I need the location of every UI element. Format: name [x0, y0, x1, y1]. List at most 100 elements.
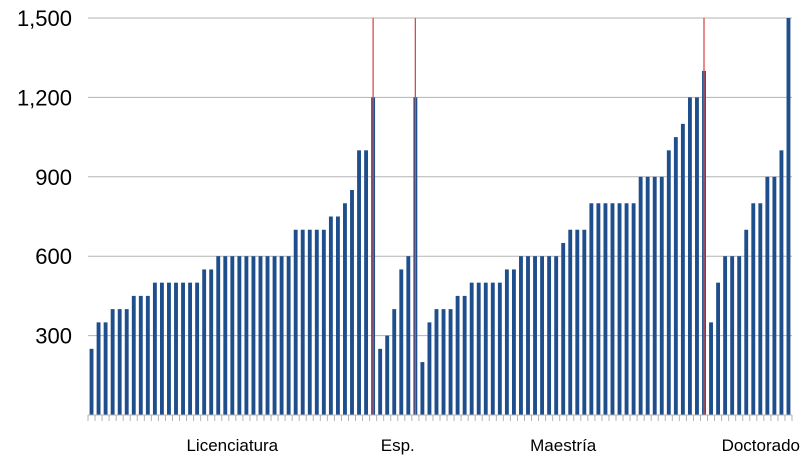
bar [195, 282, 200, 415]
y-tick-label: 300 [35, 324, 72, 349]
bar [152, 282, 157, 415]
bar [328, 216, 333, 415]
bar [504, 269, 509, 415]
bar [631, 203, 636, 415]
bar [307, 229, 312, 415]
bar [145, 295, 150, 415]
bar [610, 203, 615, 415]
group-label: Maestría [530, 436, 597, 455]
bar [321, 229, 326, 415]
bar [687, 97, 692, 416]
bar [476, 282, 481, 415]
bar [448, 309, 453, 415]
bar [455, 295, 460, 415]
bar [779, 150, 784, 416]
bar [723, 256, 728, 415]
bar [364, 150, 369, 416]
bar [272, 256, 277, 415]
bar [652, 176, 657, 415]
bar [124, 309, 129, 415]
bar [138, 295, 143, 415]
bar [765, 176, 770, 415]
bar [680, 123, 685, 415]
bar [357, 150, 361, 416]
bar [490, 282, 495, 415]
bar [730, 256, 735, 415]
bar [497, 282, 502, 415]
bar [645, 176, 650, 415]
bar [202, 269, 207, 415]
bar [181, 282, 185, 415]
bar [89, 348, 94, 415]
y-tick-label: 1,500 [17, 6, 72, 31]
bar [568, 229, 573, 415]
bar [673, 137, 678, 415]
bar [406, 256, 411, 415]
bar [434, 309, 439, 415]
bar [659, 176, 664, 415]
bar [385, 335, 390, 415]
bar [695, 97, 699, 416]
bar [744, 229, 749, 415]
bar [589, 203, 594, 415]
bar [638, 176, 643, 415]
bar [300, 229, 305, 415]
bar [462, 295, 467, 415]
bar [420, 362, 425, 415]
y-tick-label: 1,200 [17, 85, 72, 110]
labels: 300 600 900 1,200 1,500 Licenciatura Esp. Maest… [17, 6, 800, 455]
grid-lines [88, 17, 792, 337]
bar [314, 229, 319, 415]
bar [737, 256, 742, 415]
bar [188, 282, 193, 415]
bar [554, 256, 559, 415]
bar [758, 203, 763, 415]
bar [716, 282, 721, 415]
group-label: Doctorado [722, 436, 800, 455]
group-label: Licenciatura [186, 436, 278, 455]
bar [279, 256, 284, 415]
bar [533, 256, 537, 415]
bar [540, 256, 545, 415]
bar [237, 256, 242, 415]
bar [547, 256, 552, 415]
bar [378, 348, 383, 415]
bar [96, 322, 101, 415]
y-tick-label: 900 [35, 165, 72, 190]
bar [666, 150, 671, 416]
bar [117, 309, 122, 415]
bar [483, 282, 488, 415]
bar [335, 216, 340, 415]
bar [251, 256, 256, 415]
bar [751, 203, 756, 415]
bar [786, 18, 791, 415]
y-tick-label: 600 [35, 244, 72, 269]
bar [519, 256, 523, 415]
bar [209, 269, 214, 415]
bar [624, 203, 629, 415]
bar [772, 176, 777, 415]
bar [575, 229, 580, 415]
x-axis [87, 414, 793, 421]
bar [399, 269, 404, 415]
bar [258, 256, 263, 415]
bar [596, 203, 601, 415]
bar [223, 256, 228, 415]
bar [709, 322, 713, 415]
bar [159, 282, 164, 415]
group-separators [372, 18, 705, 415]
bar [110, 309, 115, 415]
bar [350, 190, 354, 415]
bar [441, 309, 446, 415]
bar [167, 282, 171, 415]
bar [427, 322, 432, 415]
bar [265, 256, 270, 415]
bar [603, 203, 608, 415]
bar [526, 256, 530, 415]
bar [244, 256, 249, 415]
bar [582, 229, 587, 415]
bar [286, 256, 291, 415]
bar [617, 203, 622, 415]
bar [469, 282, 474, 415]
